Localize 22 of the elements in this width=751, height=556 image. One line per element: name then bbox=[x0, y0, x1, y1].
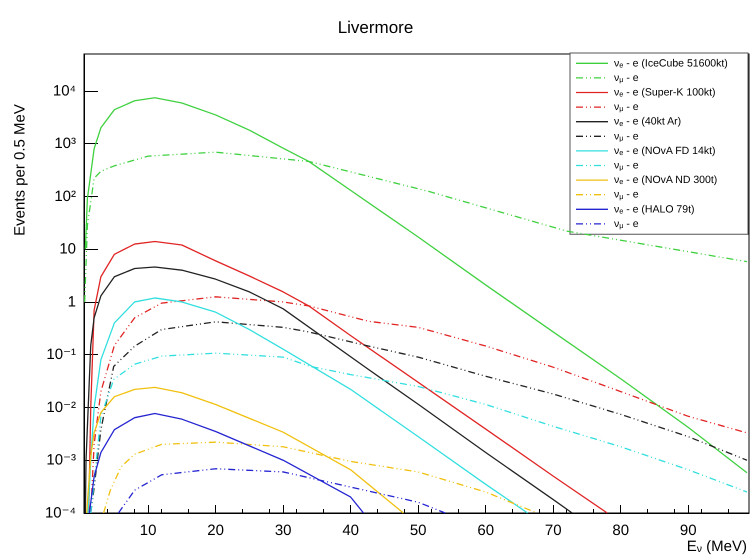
y-tick-label: 10⁻³ bbox=[46, 452, 76, 469]
x-tick-label: 10 bbox=[140, 522, 156, 539]
line-series bbox=[84, 97, 748, 474]
y-tick-label: 10 bbox=[59, 240, 76, 258]
y-tick-label: 10⁻⁴ bbox=[44, 504, 76, 522]
y-axis-title: Events per 0.5 MeV bbox=[12, 104, 28, 236]
x-tick-label: 40 bbox=[342, 522, 360, 539]
x-tick-label: 60 bbox=[477, 522, 494, 539]
x-tick-label: 50 bbox=[410, 522, 427, 539]
y-tick-label: 10⁴ bbox=[52, 82, 76, 100]
y-tick-label: 10³ bbox=[54, 135, 76, 152]
x-tick-label: 30 bbox=[274, 522, 292, 539]
y-tick-label: 10⁻² bbox=[46, 398, 76, 416]
y-tick-label: 1 bbox=[68, 293, 76, 310]
y-tick-label: 10⁻¹ bbox=[46, 346, 76, 364]
x-axis-title: Eν (MeV) bbox=[686, 538, 748, 555]
chart-title: Livermore bbox=[338, 18, 414, 37]
x-tick-label: 70 bbox=[544, 522, 562, 539]
x-tick-label: 80 bbox=[612, 522, 630, 539]
x-tick-label: 20 bbox=[207, 522, 224, 539]
y-tick-label: 10² bbox=[54, 188, 76, 205]
x-tick-label: 90 bbox=[680, 522, 697, 539]
